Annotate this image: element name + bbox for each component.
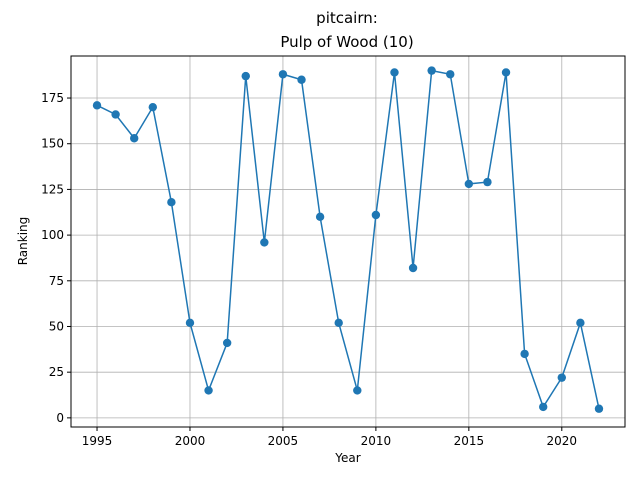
data-point [315,212,325,222]
data-point [408,263,418,273]
x-tick-label: 1995 [82,434,113,448]
axis-ticks: 1995 2000 2005 2010 2015 2020 0 25 50 75 100 125 150… [41,91,577,448]
y-tick-label: 0 [56,411,64,425]
series-line [96,69,600,409]
data-point [353,386,362,395]
y-tick-label: 75 [49,274,64,288]
data-point [204,386,213,395]
data-point [222,338,232,348]
x-tick-label: 2020 [547,434,578,448]
data-point [520,349,529,359]
data-point [185,318,195,328]
y-tick-label: 125 [41,182,64,196]
data-point [260,238,269,247]
y-tick-label: 50 [49,319,64,333]
grid [71,56,625,427]
chart-title-line1: pitcairn: [316,9,378,27]
x-tick-label: 2010 [361,434,392,448]
data-point [297,75,306,84]
data-point [390,68,399,77]
y-tick-label: 100 [41,228,64,242]
data-point [501,68,511,77]
data-point [464,179,474,189]
data-point [427,66,436,75]
data-point [539,402,548,412]
x-axis-label: Year [334,451,360,465]
chart-title-line2: Pulp of Wood (10) [280,33,413,51]
data-point [130,134,139,143]
series-layer [92,66,604,413]
data-point [557,373,566,382]
data-point [594,404,604,413]
y-tick-label: 150 [41,137,64,151]
data-point [446,70,455,79]
x-tick-label: 2005 [268,434,299,448]
data-point [334,318,343,328]
data-point [111,110,120,119]
x-tick-label: 2000 [175,434,206,448]
y-tick-label: 25 [49,365,64,379]
data-point [278,70,288,79]
y-tick-label: 175 [41,91,64,105]
plot-frame [70,55,626,428]
x-tick-label: 2015 [454,434,485,448]
data-point [148,102,157,112]
data-point [576,318,585,328]
y-axis-label: Ranking [16,217,30,266]
data-point [241,71,250,81]
data-point [92,101,102,110]
data-point [483,177,492,187]
data-point [167,198,176,207]
data-point [371,210,381,220]
